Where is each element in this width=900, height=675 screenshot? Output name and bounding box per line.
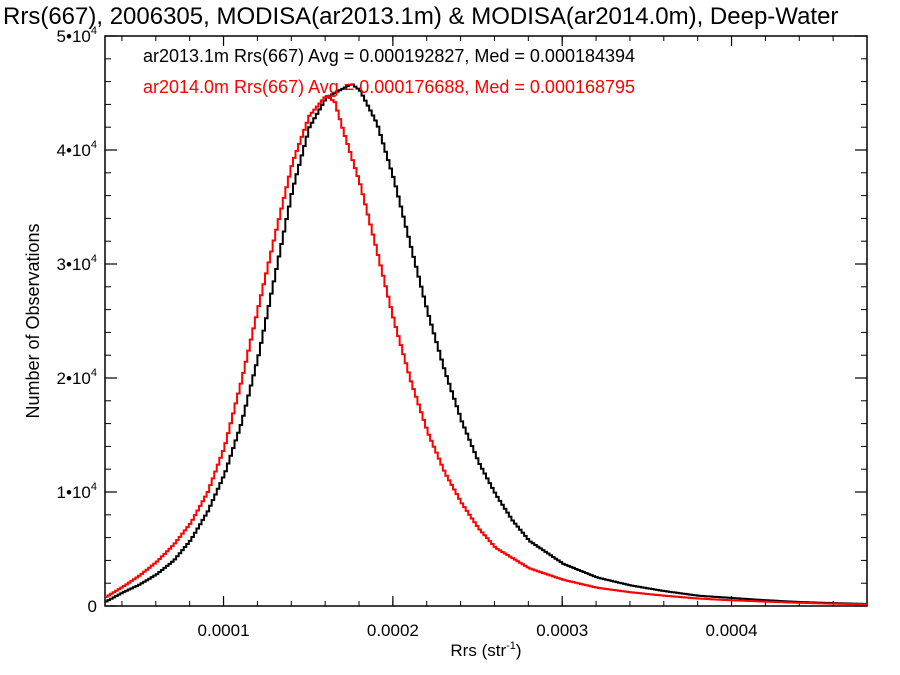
- x-tick-label: 0.0003: [536, 621, 588, 640]
- y-tick-label: 4•104: [57, 139, 97, 160]
- legend-entry-ar2013: ar2013.1m Rrs(667) Avg = 0.000192827, Me…: [143, 46, 635, 66]
- y-tick-mantissa: 1•10: [57, 483, 91, 502]
- series-layer: [105, 83, 868, 606]
- x-tick-label: 0.0001: [198, 621, 250, 640]
- y-tick-label: 2•104: [57, 367, 97, 388]
- y-tick-exponent: 4: [91, 253, 97, 265]
- y-tick-label: 1•104: [57, 481, 97, 502]
- x-axis-label-base: Rrs (str: [450, 641, 506, 660]
- series-ar2013-1m-line: [105, 83, 868, 605]
- series-ar2014-0m-line: [105, 94, 868, 606]
- x-axis-label-sup: -1: [506, 640, 516, 652]
- x-tick-label: 0.0002: [367, 621, 419, 640]
- y-tick-label: 0: [88, 597, 97, 616]
- y-tick-mantissa: 0: [88, 597, 97, 616]
- y-tick-mantissa: 4•10: [57, 141, 91, 160]
- x-axis-label-close: ): [516, 641, 522, 660]
- y-tick-exponent: 4: [91, 139, 97, 151]
- y-tick-mantissa: 3•10: [57, 255, 91, 274]
- y-tick-label: 3•104: [57, 253, 97, 274]
- y-tick-exponent: 4: [91, 367, 97, 379]
- y-tick-label: 5•104: [57, 25, 97, 46]
- y-axis-label: Number of Observations: [23, 223, 43, 418]
- x-tick-label: 0.0004: [706, 621, 758, 640]
- y-tick-mantissa: 2•10: [57, 369, 91, 388]
- x-axis-label: Rrs (str-1): [450, 640, 521, 660]
- y-tick-exponent: 4: [91, 25, 97, 37]
- chart-title: Rrs(667), 2006305, MODISA(ar2013.1m) & M…: [3, 3, 838, 30]
- legend: ar2013.1m Rrs(667) Avg = 0.000192827, Me…: [143, 46, 635, 97]
- legend-entry-ar2014: ar2014.0m Rrs(667) Avg = 0.000176688, Me…: [143, 77, 635, 97]
- plot-frame: [104, 35, 868, 607]
- x-axis: 0.0001 0.0002 0.0003 0.0004: [121, 36, 868, 640]
- y-tick-mantissa: 5•10: [57, 27, 91, 46]
- y-tick-exponent: 4: [91, 481, 97, 493]
